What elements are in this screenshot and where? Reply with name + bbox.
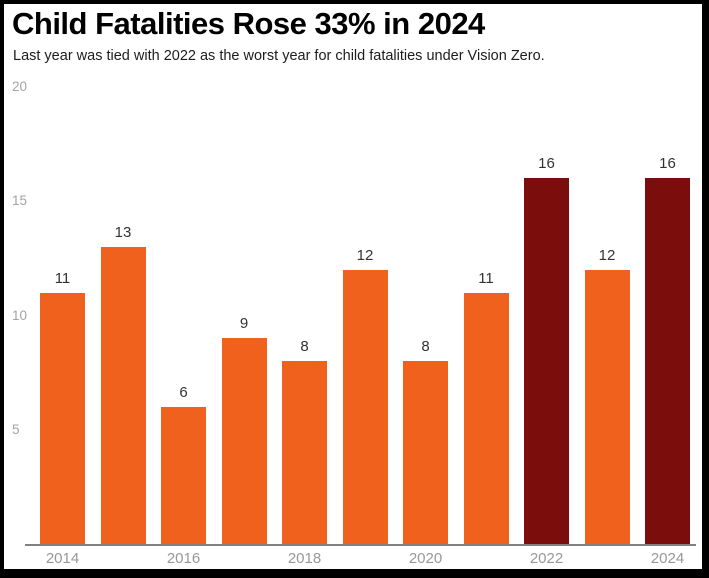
bar-2020[interactable] <box>403 361 448 544</box>
bar-2019[interactable] <box>342 269 388 544</box>
y-axis-tick-label-10: 10 <box>12 307 28 323</box>
bar-chart-plot-area: 5 10 15 20 11 13 6 9 8 12 8 11 16 12 16 2014 2016 2018 202… <box>4 4 702 569</box>
bar-value-label-2020: 8 <box>421 338 430 356</box>
chart-title: Child Fatalities Rose 33% in 2024 <box>12 6 485 41</box>
y-axis-tick-label-5: 5 <box>12 421 20 437</box>
bar-value-label-2024: 16 <box>659 155 676 173</box>
x-axis-tick-label-2020: 2020 <box>408 550 443 567</box>
bar-2023[interactable] <box>584 269 630 544</box>
bar-2015[interactable] <box>100 246 146 544</box>
bar-2014[interactable] <box>40 292 85 544</box>
bar-2017[interactable] <box>221 338 267 544</box>
x-axis-line <box>25 544 696 546</box>
bar-value-label-2023: 12 <box>598 246 616 264</box>
bar-value-label-2014: 11 <box>54 269 71 287</box>
bar-value-label-2018: 8 <box>300 338 309 356</box>
bar-2018[interactable] <box>282 361 327 544</box>
bar-value-label-2021: 11 <box>478 269 494 287</box>
bar-2021[interactable] <box>463 292 509 544</box>
x-axis-tick-label-2016: 2016 <box>166 550 201 567</box>
chart-subtitle: Last year was tied with 2022 as the wors… <box>13 48 545 64</box>
bar-value-label-2019: 12 <box>356 246 374 264</box>
y-axis-tick-label-20: 20 <box>12 79 28 94</box>
bar-2024[interactable] <box>645 178 690 544</box>
bar-value-label-2017: 9 <box>239 315 249 333</box>
x-axis-tick-label-2014: 2014 <box>45 550 80 567</box>
bar-value-label-2022: 16 <box>538 155 555 173</box>
bar-2022[interactable] <box>524 178 569 544</box>
bar-value-label-2015: 13 <box>114 223 132 241</box>
y-axis-tick-label-15: 15 <box>12 193 28 209</box>
x-axis-tick-label-2024: 2024 <box>650 550 685 567</box>
chart-canvas: Child Fatalities Rose 33% in 2024 Last y… <box>4 4 702 569</box>
x-axis-tick-label-2018: 2018 <box>287 550 322 567</box>
bar-value-label-2016: 6 <box>179 383 188 401</box>
x-axis-tick-label-2022: 2022 <box>529 550 564 567</box>
bar-2016[interactable] <box>161 406 206 544</box>
